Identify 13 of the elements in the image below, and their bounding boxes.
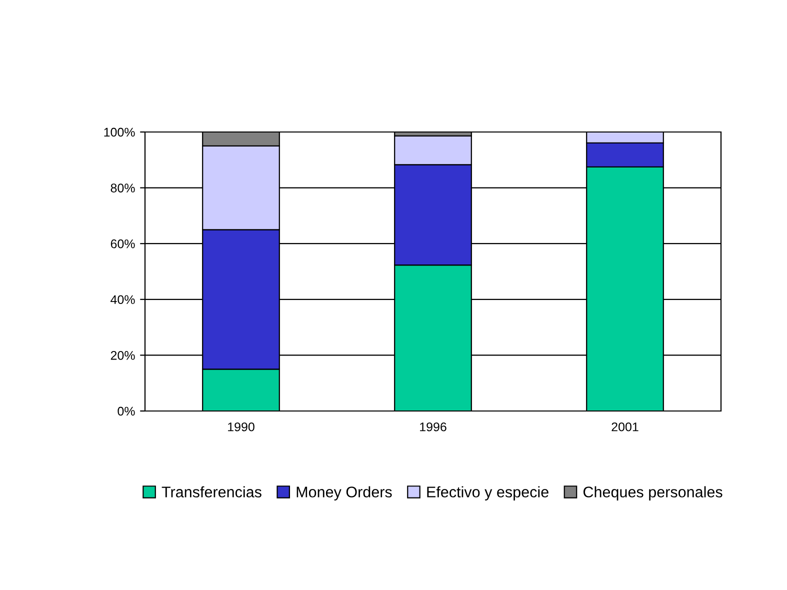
y-tick-label: 80% [110, 184, 135, 192]
x-tick-label: 1990 [228, 422, 254, 432]
legend-label: Efectivo y especie [427, 486, 548, 500]
y-tick-label: 0% [118, 406, 135, 416]
x-tick-label: 2001 [612, 422, 638, 432]
y-tick-label: 20% [110, 351, 135, 360]
legend-label: Cheques personales [583, 486, 722, 500]
legend-label: Money Orders [296, 486, 392, 500]
x-tick-label: 1996 [420, 422, 446, 432]
y-tick-label: 40% [110, 295, 135, 304]
y-tick-label: 60% [110, 239, 135, 248]
y-tick-label: 100% [104, 128, 135, 137]
legend-label: Transferencias [162, 486, 262, 498]
